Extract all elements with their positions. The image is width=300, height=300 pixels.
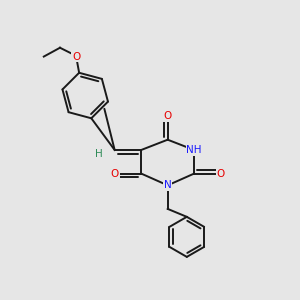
- Text: O: O: [217, 169, 225, 178]
- Text: N: N: [164, 180, 172, 190]
- Text: O: O: [164, 111, 172, 121]
- Text: NH: NH: [186, 145, 202, 155]
- Text: O: O: [72, 52, 80, 61]
- Text: O: O: [110, 169, 119, 178]
- Text: H: H: [94, 149, 102, 159]
